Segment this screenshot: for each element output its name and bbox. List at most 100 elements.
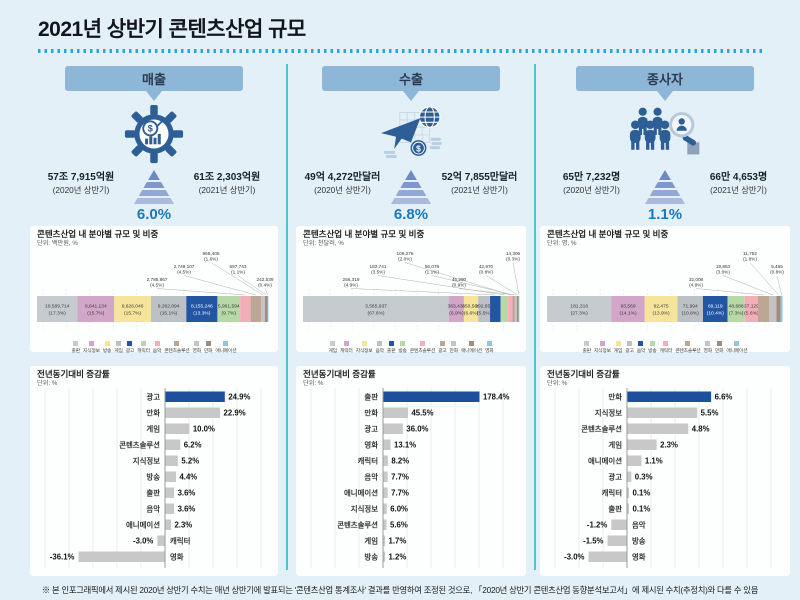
- svg-text:(1.8%): (1.8%): [743, 256, 757, 261]
- svg-text:7.7%: 7.7%: [391, 488, 409, 497]
- svg-text:(1.1%): (1.1%): [425, 269, 439, 274]
- svg-text:(0.8%): (0.8%): [479, 269, 493, 274]
- legend-swatch: [400, 340, 406, 346]
- legend-label: 캐릭터: [659, 348, 673, 354]
- legend-label: 방송: [398, 348, 407, 354]
- svg-text:게임: 게임: [608, 440, 622, 449]
- gear-money-icon: $: [30, 103, 278, 165]
- legend-label: 애니메이션: [726, 348, 748, 354]
- svg-text:1.1%: 1.1%: [645, 456, 663, 465]
- sales-growth-panel: 전년동기대비 증감률 단위: % 광고 24.9% 만화 22.9% 게임 10.0% 콘텐…: [30, 366, 278, 576]
- legend-label: 게임: [328, 348, 338, 354]
- svg-text:178.4%: 178.4%: [483, 392, 510, 401]
- svg-text:256,319: 256,319: [343, 277, 360, 282]
- svg-text:242,539: 242,539: [257, 277, 274, 282]
- sales-2021-stat: 61조 2,303억원 (2021년 상반기): [176, 168, 278, 196]
- svg-text:(15.1%): (15.1%): [160, 310, 177, 316]
- sales-breakdown-panel: 콘텐츠산업 내 분야별 규모 및 비중 단위: 백만원, % 10,589,71…: [30, 226, 278, 354]
- legend-label: 광고: [625, 348, 634, 354]
- legend-item: 만화: [204, 340, 213, 354]
- svg-text:방송: 방송: [632, 536, 646, 545]
- svg-text:1.7%: 1.7%: [389, 536, 407, 545]
- legend-item: 만화: [714, 340, 724, 354]
- svg-text:965,405: 965,405: [203, 251, 220, 256]
- svg-text:캐릭터: 캐릭터: [358, 456, 379, 465]
- sales-breakdown-chart: 10,589,714(17.3%)9,641,134(15.7%)9,626,0…: [37, 251, 274, 330]
- growth-chart-title: 전년동기대비 증감률: [303, 369, 376, 379]
- legend-swatch: [419, 340, 425, 346]
- legend-label: 애니메이션: [460, 348, 483, 354]
- growth-chart-title: 전년동기대비 증감률: [37, 369, 110, 379]
- svg-text:광고: 광고: [146, 392, 160, 401]
- svg-text:45,290: 45,290: [452, 277, 467, 282]
- sales-header-label: 매출: [142, 72, 166, 87]
- legend-swatch: [663, 340, 669, 346]
- legend-label: 지식정보: [82, 348, 100, 354]
- export-growth-rate: 6.8%: [393, 206, 429, 223]
- growth-pyramid-icon: [389, 168, 433, 205]
- sales-2020-caption: (2020년 상반기): [52, 185, 110, 195]
- legend-swatch: [451, 340, 457, 346]
- legend-label: 방송: [102, 348, 112, 354]
- svg-text:-3.0%: -3.0%: [133, 536, 153, 545]
- svg-text:(5.6%): (5.6%): [744, 310, 759, 316]
- svg-text:만화: 만화: [146, 408, 160, 417]
- svg-text:(4.5%): (4.5%): [177, 269, 191, 274]
- svg-text:8.2%: 8.2%: [391, 456, 409, 465]
- svg-text:4.4%: 4.4%: [179, 472, 197, 481]
- svg-text:(0.8%): (0.8%): [770, 269, 784, 274]
- svg-text:3.6%: 3.6%: [178, 504, 196, 513]
- workers-growth-panel: 전년동기대비 증감률 단위: % 만화 6.6% 지식정보 5.5% 콘텐츠솔루션 4.8…: [540, 366, 790, 576]
- legend-label: 캐릭터: [137, 348, 150, 354]
- legend-swatch: [734, 340, 740, 346]
- workers-growth-chart: 만화 6.6% 지식정보 5.5% 콘텐츠솔루션 4.8% 게임 2.3% 애니메이션 1.1% 광…: [554, 387, 772, 568]
- svg-text:광고: 광고: [364, 424, 378, 433]
- breakdown-unit: 단위: 백만원, %: [37, 239, 78, 247]
- legend-label: 영화: [485, 348, 494, 354]
- svg-text:5,961,594: 5,961,594: [218, 303, 240, 309]
- svg-text:음악: 음악: [364, 472, 378, 481]
- svg-text:5.5%: 5.5%: [701, 408, 719, 417]
- legend-item: 지식정보: [594, 340, 611, 354]
- svg-text:(0.3%): (0.3%): [506, 256, 520, 261]
- svg-text:(1.1%): (1.1%): [231, 269, 245, 274]
- legend-label: 콘텐츠솔루션: [675, 348, 701, 354]
- legend-label: 광고: [438, 348, 447, 354]
- legend-item: 만화: [450, 340, 458, 354]
- svg-text:6.0%: 6.0%: [390, 504, 408, 513]
- legend-label: 애니메이션: [215, 348, 237, 354]
- svg-text:92,475: 92,475: [654, 303, 669, 309]
- legend-item: 광고: [625, 340, 634, 354]
- legend-swatch: [73, 340, 79, 346]
- sales-2021-value: 61조 2,303억원: [193, 172, 261, 183]
- legend-item: 방송: [102, 340, 112, 354]
- workers-header: 종사자: [576, 66, 754, 91]
- legend-item: 애니메이션: [215, 340, 237, 354]
- title-dotted-divider: [38, 49, 762, 53]
- svg-text:0.1%: 0.1%: [633, 488, 651, 497]
- svg-text:32,008: 32,008: [689, 277, 704, 282]
- svg-text:22.9%: 22.9%: [224, 408, 246, 417]
- svg-text:48,688: 48,688: [729, 303, 744, 309]
- svg-text:지식정보: 지식정보: [133, 456, 160, 465]
- legend-label: 콘텐츠솔루션: [164, 348, 190, 354]
- svg-text:영화: 영화: [632, 552, 646, 561]
- export-breakdown-chart: 3,565,937(67.6%) 363,430(6.9%)350,506(6.6…: [303, 251, 521, 330]
- legend-label: 음악: [152, 348, 162, 354]
- legend-swatch: [439, 340, 445, 346]
- export-header-label: 수출: [399, 72, 423, 87]
- svg-text:(7.3%): (7.3%): [729, 310, 744, 316]
- svg-text:71,994: 71,994: [683, 303, 698, 309]
- svg-text:7.7%: 7.7%: [391, 472, 409, 481]
- workers-breakdown-panel: 콘텐츠산업 내 분야별 규모 및 비중 단위: 명, % 181,316 (27.…: [540, 226, 790, 354]
- legend-item: 음악: [152, 340, 162, 354]
- legend-label: 출판: [582, 348, 592, 354]
- svg-text:음악: 음악: [632, 520, 646, 529]
- svg-text:4.8%: 4.8%: [692, 424, 710, 433]
- workers-2021-stat: 66만 4,653명 (2021년 상반기): [687, 168, 790, 196]
- legend-label: 만화: [714, 348, 724, 354]
- legend-item: 캐릭터: [659, 340, 673, 354]
- svg-text:2.3%: 2.3%: [660, 440, 678, 449]
- legend-label: 음악: [375, 348, 384, 354]
- svg-text:9,262,094: 9,262,094: [158, 303, 180, 309]
